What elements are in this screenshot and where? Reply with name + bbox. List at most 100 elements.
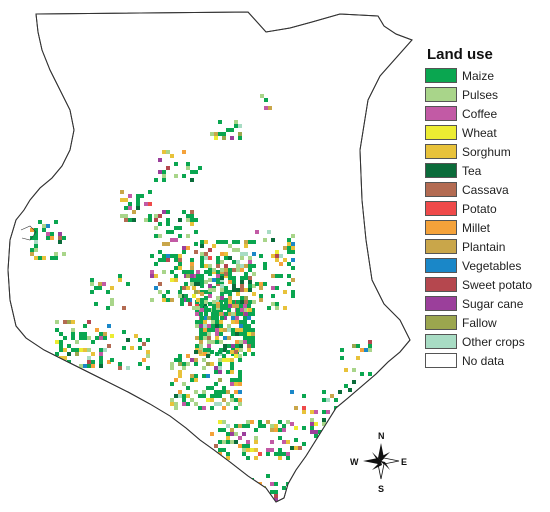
land-use-cell	[203, 348, 207, 352]
land-use-cell	[99, 332, 103, 336]
land-use-cell	[216, 274, 220, 278]
land-use-cell	[195, 336, 199, 340]
land-use-cell	[251, 308, 255, 312]
land-use-cell	[214, 444, 218, 448]
land-use-cell	[230, 398, 234, 402]
land-use-cell	[230, 378, 234, 382]
land-use-cell	[230, 358, 234, 362]
land-use-cell	[212, 312, 216, 316]
land-use-cell	[214, 132, 218, 136]
land-use-cell	[128, 206, 132, 210]
land-use-cell	[200, 256, 204, 260]
land-use-cell	[218, 350, 222, 354]
land-use-cell	[275, 254, 279, 258]
land-use-cell	[71, 328, 75, 332]
land-use-cell	[166, 254, 170, 258]
land-use-cell	[210, 362, 214, 366]
land-use-cell	[178, 390, 182, 394]
land-use-cell	[194, 402, 198, 406]
legend-item: Sweet potato	[425, 275, 547, 294]
land-use-cell	[244, 244, 248, 248]
land-use-cell	[239, 344, 243, 348]
land-use-cell	[162, 258, 166, 262]
land-use-cell	[364, 384, 368, 388]
legend-item: Tea	[425, 161, 547, 180]
land-use-cell	[275, 286, 279, 290]
land-use-cell	[228, 276, 232, 280]
land-use-cell	[166, 298, 170, 302]
land-use-cell	[203, 328, 207, 332]
land-use-cell	[198, 394, 202, 398]
land-use-cell	[54, 256, 58, 260]
land-use-cell	[235, 344, 239, 348]
land-use-cell	[322, 398, 326, 402]
land-use-cell	[212, 300, 216, 304]
land-use-cell	[228, 272, 232, 276]
land-use-cell	[220, 292, 224, 296]
land-use-cell	[99, 360, 103, 364]
legend-label: Pulses	[462, 87, 499, 102]
legend-label: Wheat	[462, 125, 497, 140]
land-use-cell	[148, 190, 152, 194]
land-use-cell	[202, 358, 206, 362]
land-use-cell	[59, 340, 63, 344]
land-use-cell	[224, 256, 228, 260]
land-use-cell	[218, 120, 222, 124]
land-use-cell	[199, 340, 203, 344]
land-use-cell	[232, 268, 236, 272]
land-use-cell	[55, 328, 59, 332]
land-use-cell	[334, 442, 338, 446]
land-use-cell	[259, 282, 263, 286]
land-use-cell	[174, 254, 178, 258]
land-use-cell	[236, 300, 240, 304]
land-use-cell	[148, 214, 152, 218]
land-use-cell	[34, 248, 38, 252]
land-use-cell	[254, 448, 258, 452]
land-use-cell	[364, 388, 368, 392]
land-use-cell	[186, 162, 190, 166]
land-use-cell	[208, 278, 212, 282]
land-use-cell	[214, 136, 218, 140]
land-use-cell	[330, 394, 334, 398]
land-use-cell	[178, 394, 182, 398]
land-use-cell	[236, 264, 240, 268]
land-use-cell	[186, 274, 190, 278]
land-use-cell	[182, 362, 186, 366]
land-use-cell	[194, 242, 198, 246]
land-use-cell	[136, 202, 140, 206]
land-use-cell	[243, 324, 247, 328]
land-use-cell	[218, 440, 222, 444]
land-use-cell	[215, 352, 219, 356]
land-use-cell	[190, 218, 194, 222]
land-use-cell	[146, 338, 150, 342]
land-use-cell	[239, 304, 243, 308]
land-use-cell	[214, 382, 218, 386]
land-use-cell	[334, 438, 338, 442]
land-use-cell	[220, 306, 224, 310]
land-use-cell	[356, 344, 360, 348]
land-use-cell	[251, 332, 255, 336]
legend-label: Sweet potato	[462, 277, 533, 292]
land-use-cell	[247, 316, 251, 320]
land-use-cell	[124, 206, 128, 210]
legend-swatch	[425, 315, 457, 330]
land-use-cell	[38, 220, 42, 224]
land-use-cell	[202, 374, 206, 378]
land-use-cell	[294, 446, 298, 450]
land-use-cell	[275, 302, 279, 306]
land-use-cell	[154, 178, 158, 182]
land-use-cell	[247, 328, 251, 332]
land-use-cell	[344, 368, 348, 372]
land-use-cell	[216, 240, 220, 244]
land-use-cell	[107, 360, 111, 364]
land-use-cell	[219, 340, 223, 344]
land-use-cell	[274, 490, 278, 494]
land-use-cell	[352, 344, 356, 348]
land-use-cell	[220, 260, 224, 264]
land-use-cell	[238, 132, 242, 136]
land-use-cell	[234, 382, 238, 386]
land-use-cell	[247, 324, 251, 328]
land-use-cell	[238, 370, 242, 374]
land-use-cell	[254, 428, 258, 432]
land-use-cell	[212, 288, 216, 292]
